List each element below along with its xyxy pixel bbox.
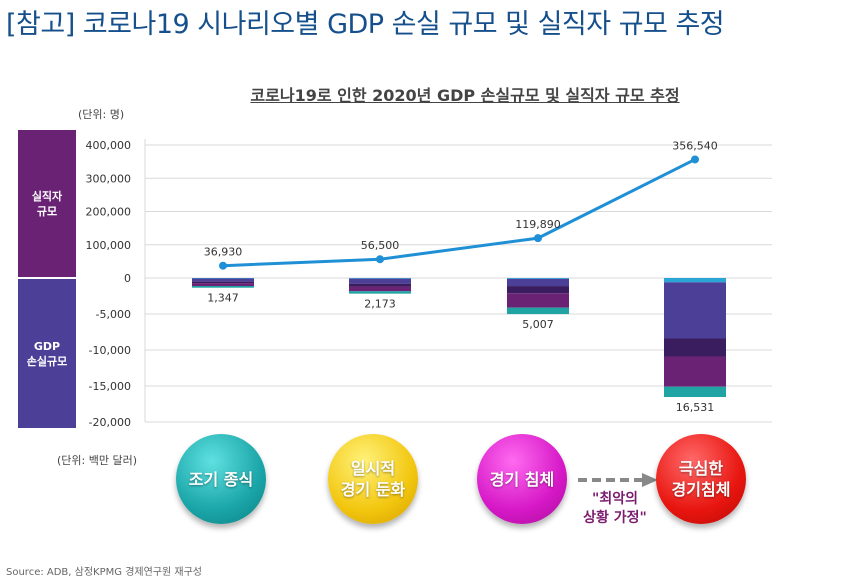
tick-label: -5,000 [96, 308, 131, 321]
tick-label: -15,000 [89, 380, 131, 393]
page-title: [참고] 코로나19 시나리오별 GDP 손실 규모 및 실직자 규모 추정 [6, 9, 725, 40]
gdp-bar-segment [349, 278, 411, 279]
jobs-point [376, 255, 384, 264]
gdp-loss-label: 1,347 [207, 292, 239, 305]
chart-svg: 0 100,000 200,000 300,000 400,000 -5,000 -10,0… [86, 139, 772, 429]
scenario-recession-label: 경기 침체 [489, 469, 555, 489]
tick-label: 300,000 [86, 172, 132, 185]
gdp-bar-segment [192, 278, 254, 282]
gdp-bar-segment [664, 278, 726, 283]
scenario-early-end: 조기 종식 [176, 434, 266, 524]
side-band-jobs: 실직자 규모 [18, 130, 76, 277]
scenario-recession: 경기 침체 [477, 434, 567, 524]
jobs-point [691, 155, 699, 164]
gdp-bar-segment [349, 283, 411, 287]
jobs-point [219, 261, 227, 270]
gdp-loss-label: 5,007 [522, 318, 554, 331]
gdp-bar-segment [507, 286, 569, 294]
tick-label: -20,000 [89, 416, 131, 429]
jobs-point [534, 234, 542, 243]
job-loss-label: 56,500 [361, 239, 400, 252]
tick-label: 100,000 [86, 239, 132, 252]
gdp-bars [192, 278, 726, 398]
side-band-jobs-label: 실직자 규모 [31, 189, 63, 218]
tick-label: 0 [124, 272, 131, 285]
side-band-gdp: GDP 손실규모 [18, 279, 76, 428]
scenario-severe-recession-label: 극심한 경기침체 [671, 459, 731, 499]
chart-title: 코로나19로 인한 2020년 GDP 손실규모 및 실직자 규모 추정 [250, 86, 680, 105]
gdp-bar-segment [664, 356, 726, 387]
jobs-line-path [222, 158, 696, 268]
gdp-bar-segment [664, 338, 726, 357]
gdp-bar-segment [349, 291, 411, 294]
side-band-gdp-label: GDP 손실규모 [26, 339, 68, 368]
gdp-bar-segment [664, 282, 726, 339]
jobs-line [219, 155, 699, 270]
gdp-loss-label: 2,173 [364, 298, 396, 311]
gdp-bar-segment [507, 293, 569, 308]
gdp-bar-segment [192, 285, 254, 288]
gdp-bar-segment [192, 283, 254, 286]
job-loss-label: 36,930 [204, 246, 243, 259]
scenario-temporary-slowdown-label: 일시적 경기 둔화 [340, 459, 406, 499]
unit-label-jobs: (단위: 명) [78, 108, 125, 121]
worst-case-note: "최악의 상황 가정" [583, 491, 647, 526]
gdp-bar-segment [349, 286, 411, 292]
tick-label: 200,000 [86, 206, 132, 219]
gdp-bar-segment [507, 278, 569, 279]
gdp-bar-segment [349, 278, 411, 284]
gdp-bar-segment [192, 281, 254, 284]
source-note: Source: ADB, 삼정KPMG 경제연구원 재구성 [6, 567, 202, 578]
job-loss-label: 119,890 [515, 218, 561, 231]
gdp-loss-label: 16,531 [676, 401, 715, 414]
scenario-temporary-slowdown: 일시적 경기 둔화 [328, 434, 418, 524]
dashed-arrow-icon [578, 473, 658, 487]
job-loss-label: 356,540 [672, 139, 718, 152]
scenario-early-end-label: 조기 종식 [188, 469, 254, 489]
unit-label-gdp: (단위: 백만 달러) [57, 454, 138, 467]
scenario-severe-recession: 극심한 경기침체 [656, 434, 746, 524]
gdp-bar-segment [507, 278, 569, 287]
gridlines [144, 139, 772, 423]
gdp-bar-segment [664, 386, 726, 398]
gdp-bar-segment [507, 307, 569, 315]
axis-ticks: 0 100,000 200,000 300,000 400,000 -5,000 -10,0… [86, 139, 132, 429]
tick-label: 400,000 [86, 139, 132, 152]
tick-label: -10,000 [89, 344, 131, 357]
data-labels: 1,347 2,173 5,007 16,531 36,930 56,500 119,890… [204, 139, 718, 414]
